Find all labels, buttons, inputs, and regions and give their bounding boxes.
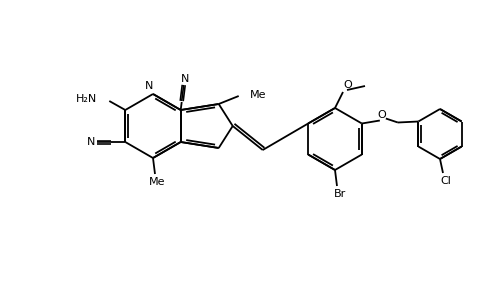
Text: O: O: [377, 110, 385, 119]
Text: Br: Br: [333, 189, 345, 199]
Text: N: N: [180, 74, 188, 84]
Text: H₂N: H₂N: [76, 94, 97, 104]
Text: Cl: Cl: [440, 176, 450, 186]
Text: N: N: [87, 137, 95, 147]
Text: Me: Me: [148, 177, 165, 187]
Text: N: N: [144, 81, 153, 91]
Text: O: O: [343, 80, 352, 90]
Text: Me: Me: [249, 90, 266, 100]
